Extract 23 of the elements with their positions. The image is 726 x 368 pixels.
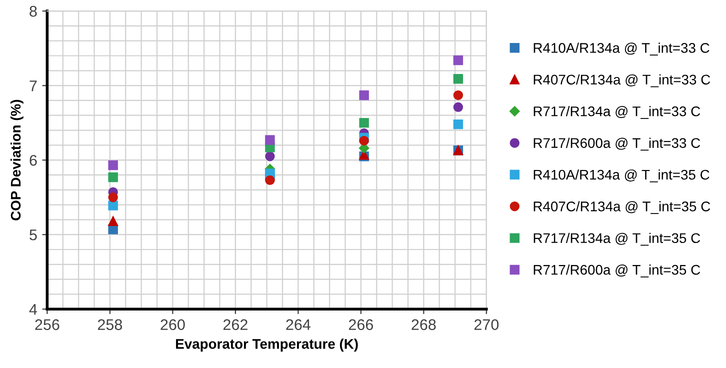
legend-label: R717/R134a @ T_int=33 C bbox=[534, 106, 700, 119]
x-tick-label: 264 bbox=[286, 319, 310, 330]
x-tick-label: 268 bbox=[412, 319, 436, 330]
x-tick-label: 266 bbox=[348, 319, 373, 330]
x-tick-label: 256 bbox=[35, 319, 60, 330]
y-tick-label: 8 bbox=[30, 6, 37, 17]
y-tick-label: 4 bbox=[29, 304, 38, 315]
legend-label: R410A/R134a @ T_int=33 C bbox=[534, 42, 710, 56]
legend-label: R407C/R134a @ T_int=33 C bbox=[534, 74, 710, 88]
legend-label: R717/R134a @ T_int=35 C bbox=[534, 232, 700, 246]
y-tick-label: 5 bbox=[30, 230, 37, 240]
x-tick-label: 258 bbox=[98, 319, 122, 330]
x-axis-title: Evaporator Temperature (K) bbox=[176, 338, 358, 352]
legend-label: R717/R600a @ T_int=35 C bbox=[534, 264, 700, 278]
x-tick-label: 262 bbox=[223, 319, 248, 330]
y-tick-label: 7 bbox=[30, 80, 37, 92]
legend-label: R410A/R134a @ T_int=35 C bbox=[534, 169, 710, 182]
x-tick-label: 270 bbox=[474, 319, 499, 330]
y-axis-title: COP Deviation (%) bbox=[10, 100, 24, 220]
legend-label: R407C/R134a @ T_int=35 C bbox=[534, 201, 710, 214]
y-tick-label: 6 bbox=[30, 154, 37, 166]
legend-label: R717/R600a @ T_int=33 C bbox=[534, 138, 700, 151]
x-tick-label: 260 bbox=[160, 319, 185, 330]
